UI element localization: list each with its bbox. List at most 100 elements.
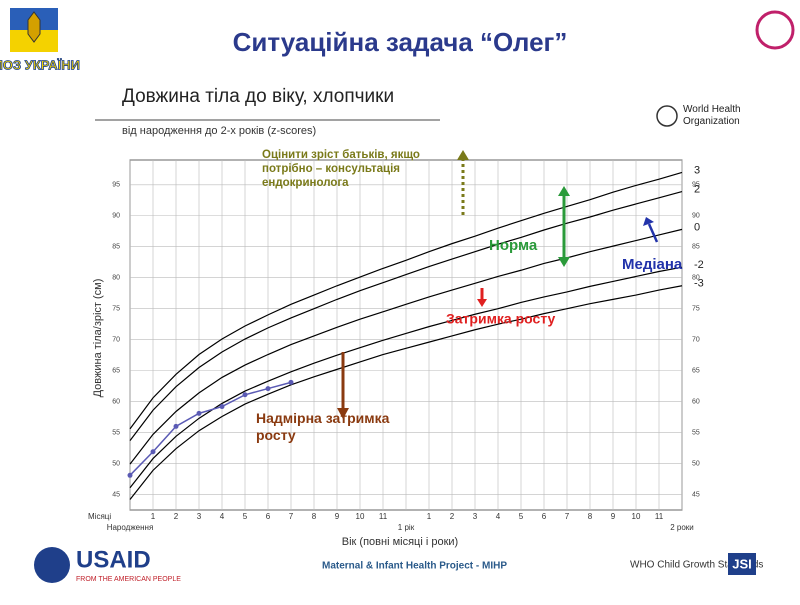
slide-title: Ситуаційна задача “Олег” bbox=[233, 27, 568, 57]
x-tick-label: 2 bbox=[174, 512, 179, 521]
x-tick-label: 4 bbox=[496, 512, 501, 521]
x-tick-label: 1 рік bbox=[398, 523, 415, 532]
x-tick-label: Народження bbox=[107, 523, 154, 532]
y-tick-label: 75 bbox=[112, 306, 120, 313]
x-tick-label: 9 bbox=[335, 512, 340, 521]
ministry: МОЗ УКРАЇНИ bbox=[0, 57, 80, 72]
x-axis-label: Вік (повні місяці і роки) bbox=[342, 536, 458, 548]
chart-title: Довжина тіла до віку, хлопчики bbox=[122, 86, 394, 107]
y-tick-label: 75 bbox=[692, 306, 700, 313]
x-tick-label: 2 bbox=[450, 512, 455, 521]
y-tick-label: 50 bbox=[112, 460, 120, 467]
x-tick-label: 2 роки bbox=[670, 523, 694, 532]
annotation-severe: Надмірна затримка росту bbox=[256, 410, 390, 443]
y-tick-label: 70 bbox=[692, 336, 700, 343]
x-tick-label: 8 bbox=[588, 512, 593, 521]
y-tick-label: 95 bbox=[692, 182, 700, 189]
y-tick-label: 95 bbox=[112, 182, 120, 189]
curve-label: 3 bbox=[694, 164, 700, 176]
patient-point bbox=[242, 392, 248, 398]
arrow-head bbox=[337, 408, 349, 419]
trident bbox=[27, 11, 41, 43]
x-tick-label: 1 bbox=[151, 512, 156, 521]
x-tick-label: 8 bbox=[312, 512, 317, 521]
annotation-norm: Норма bbox=[489, 237, 538, 254]
curve-label: 2 bbox=[694, 183, 700, 195]
source: WHO Child Growth Standards bbox=[630, 560, 763, 571]
who-emblem bbox=[656, 105, 678, 127]
patient-point bbox=[173, 423, 179, 429]
z-score-curve bbox=[129, 285, 683, 500]
patient-point bbox=[196, 410, 202, 416]
y-tick-label: 80 bbox=[692, 275, 700, 282]
y-tick-label: 60 bbox=[692, 398, 700, 405]
patient-line bbox=[129, 381, 292, 476]
z-score-curve bbox=[129, 266, 683, 489]
logo-mother bbox=[755, 10, 795, 50]
y-tick-label: 65 bbox=[692, 367, 700, 374]
y-tick-label: 85 bbox=[112, 244, 120, 251]
z-score-curve bbox=[129, 228, 683, 465]
x-tick-label: 1 bbox=[427, 512, 432, 521]
curve-label: -3 bbox=[694, 278, 704, 290]
y-tick-label: 65 bbox=[112, 367, 120, 374]
annotation-stunting: Затримка росту bbox=[446, 311, 556, 327]
y-tick-label: 70 bbox=[112, 336, 120, 343]
y-tick-label: 60 bbox=[112, 398, 120, 405]
annotation-box: Надмірна затримка росту bbox=[256, 410, 390, 443]
y-tick-label: 90 bbox=[692, 213, 700, 220]
x-tick-label: 3 bbox=[473, 512, 478, 521]
x-tick-label: 7 bbox=[565, 512, 570, 521]
arrow-median bbox=[647, 223, 659, 243]
x-tick-label: 11 bbox=[379, 512, 388, 521]
x-tick-label: 3 bbox=[197, 512, 202, 521]
y-tick-label: 45 bbox=[112, 491, 120, 498]
patient-point bbox=[288, 379, 294, 385]
annotation-box: Оцінити зріст батьків, якщо потрібно – к… bbox=[262, 149, 420, 189]
annotation-parents: Оцінити зріст батьків, якщо потрібно – к… bbox=[262, 149, 420, 189]
annotation-median: Медіана bbox=[622, 256, 683, 273]
jsi-box bbox=[728, 553, 756, 575]
arrow-head bbox=[558, 186, 570, 267]
usaid-seal bbox=[34, 547, 70, 583]
x-tick-label: 6 bbox=[266, 512, 271, 521]
arrow-head bbox=[457, 150, 469, 160]
x-tick-label: 10 bbox=[356, 512, 365, 521]
chart-subtitle: від народження до 2-х років (z-scores) bbox=[122, 125, 316, 137]
arrow-head bbox=[477, 299, 487, 307]
usaid: USAID bbox=[76, 546, 151, 573]
patient-point bbox=[265, 386, 271, 392]
y-tick-label: 90 bbox=[112, 213, 120, 220]
patient-point bbox=[219, 404, 225, 410]
x-tick-label: 9 bbox=[611, 512, 616, 521]
x-tick-label: 5 bbox=[243, 512, 248, 521]
y-tick-label: 55 bbox=[692, 429, 700, 436]
x-tick-label: 7 bbox=[289, 512, 294, 521]
patient-point bbox=[150, 449, 156, 455]
y-tick-label: 50 bbox=[692, 460, 700, 467]
x-unit-label: Місяці bbox=[88, 512, 111, 521]
z-score-curve bbox=[129, 171, 683, 430]
y-tick-label: 55 bbox=[112, 429, 120, 436]
x-tick-label: 5 bbox=[519, 512, 524, 521]
usaid-sub: FROM THE AMERICAN PEOPLE bbox=[76, 576, 181, 583]
z-score-curve bbox=[129, 191, 683, 441]
x-tick-label: 10 bbox=[632, 512, 641, 521]
curve-label: -2 bbox=[694, 259, 704, 271]
jsi: JSI bbox=[732, 556, 752, 571]
y-axis-label: Довжина тіла/зріст (см) bbox=[92, 279, 104, 398]
x-tick-label: 11 bbox=[655, 512, 664, 521]
y-tick-label: 45 bbox=[692, 491, 700, 498]
project: Maternal & Infant Health Project - MIHP bbox=[322, 561, 507, 572]
x-tick-label: 6 bbox=[542, 512, 547, 521]
y-tick-label: 80 bbox=[112, 275, 120, 282]
x-tick-label: 4 bbox=[220, 512, 225, 521]
patient-point bbox=[127, 472, 133, 478]
y-tick-label: 85 bbox=[692, 244, 700, 251]
who-box: World Health Organization bbox=[683, 104, 741, 127]
arrow-head bbox=[643, 217, 654, 226]
curve-label: 0 bbox=[694, 221, 700, 233]
who-name: World Health Organization bbox=[683, 104, 741, 127]
